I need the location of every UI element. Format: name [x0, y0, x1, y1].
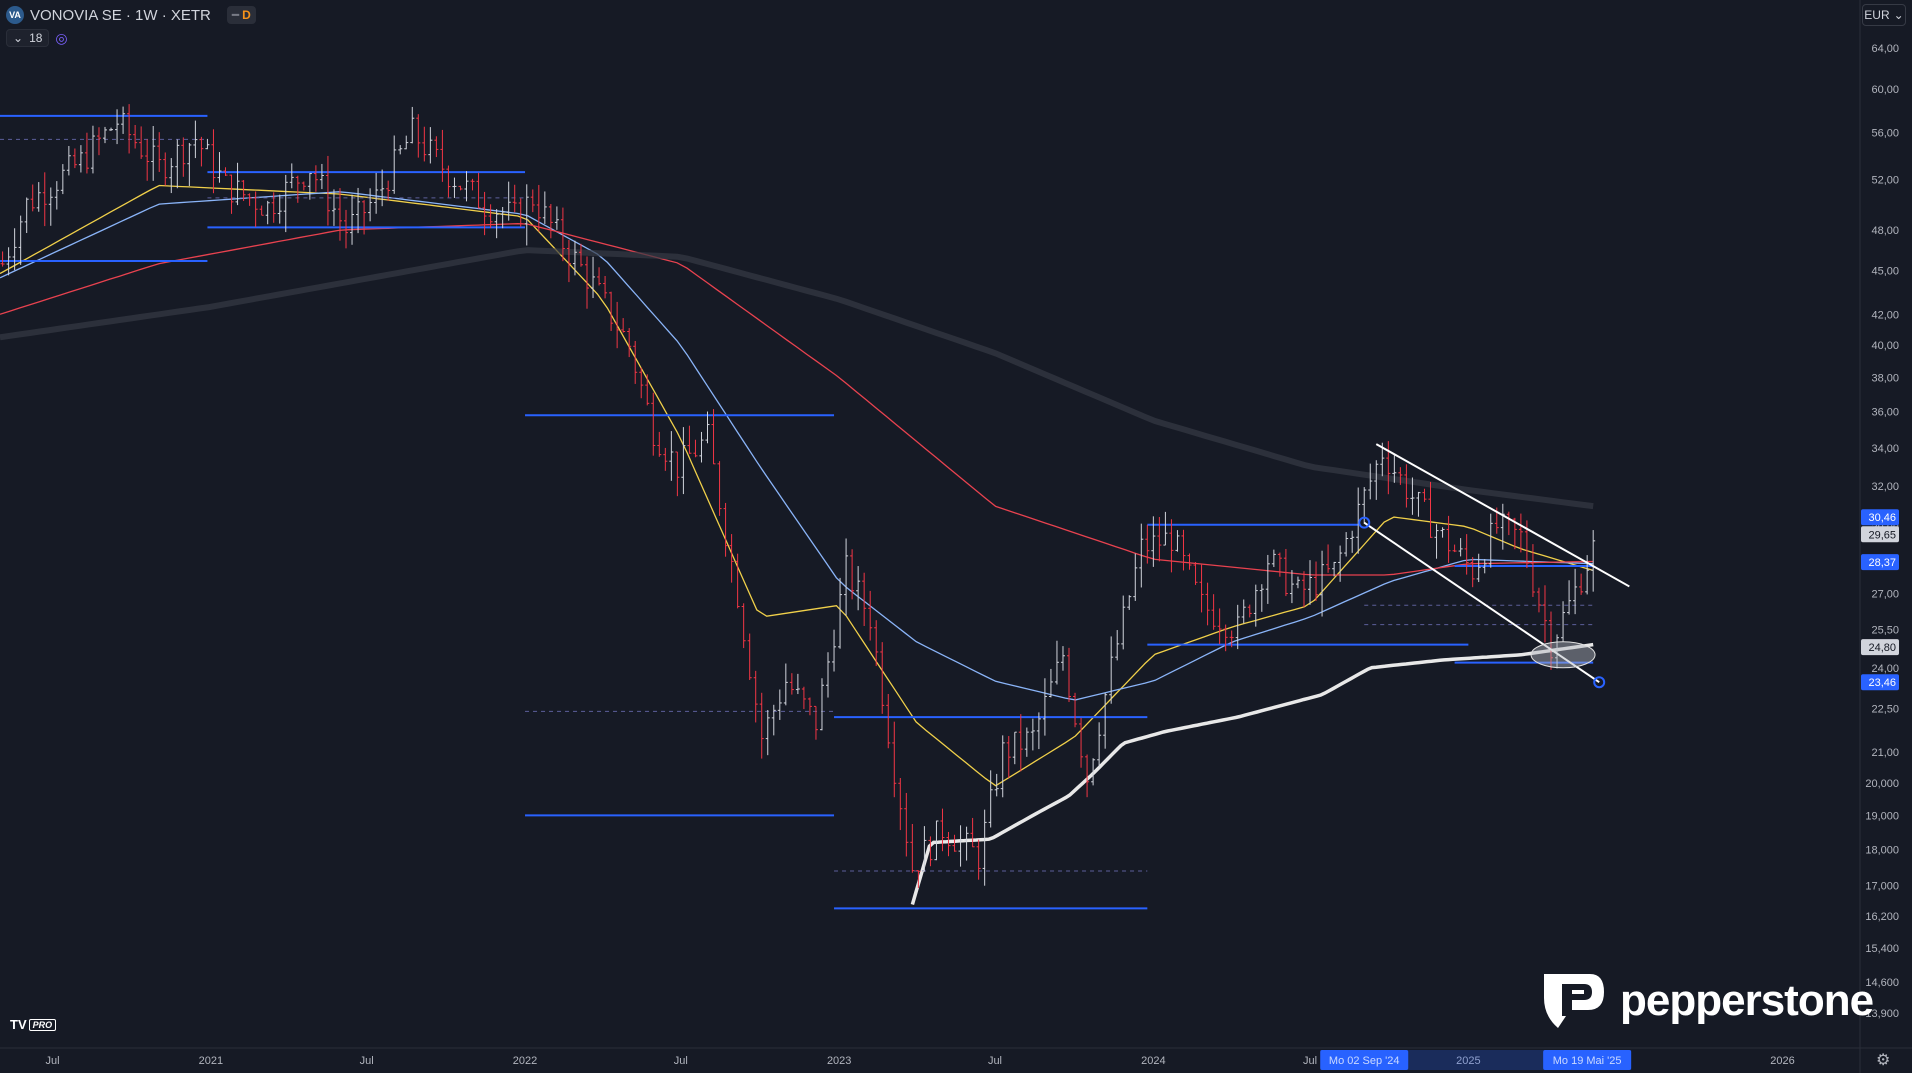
y-tick-label: 60,00 — [1871, 84, 1899, 96]
ma-line-sma_long — [0, 247, 1594, 510]
symbol-title[interactable]: VONOVIA SE · 1W · XETR — [30, 6, 211, 24]
indicators-toggle[interactable]: ⌄ 18 — [6, 29, 50, 47]
y-tick-label: 40,00 — [1871, 340, 1899, 352]
chevron-down-icon: ⌄ — [1893, 8, 1904, 22]
y-tick-label: 14,600 — [1865, 977, 1899, 989]
loading-icon: ◎ — [55, 29, 68, 46]
y-tick-label: 22,50 — [1871, 704, 1899, 716]
highlight-ellipse — [1530, 641, 1596, 669]
trend-line — [1375, 443, 1630, 588]
market-status-toggle[interactable]: ━ D — [226, 6, 256, 24]
trend-line — [1363, 521, 1600, 684]
x-tick-label: 2026 — [1770, 1055, 1794, 1067]
x-tick-label: Jul — [988, 1055, 1002, 1067]
y-tick-label: 16,200 — [1865, 911, 1899, 923]
y-tick-label: 34,00 — [1871, 443, 1899, 455]
y-tick-label: 13,900 — [1865, 1008, 1899, 1020]
brand-name: pepperstone — [1620, 976, 1874, 1025]
price-label: 29,65 — [1868, 529, 1896, 541]
currency-select[interactable]: EUR ⌄ — [1862, 4, 1906, 26]
x-tick-label: 2021 — [199, 1055, 223, 1067]
y-tick-label: 52,00 — [1871, 174, 1899, 186]
price-label-bg — [1861, 639, 1899, 656]
price-label: 28,37 — [1868, 557, 1896, 569]
moving-averages — [0, 184, 1594, 905]
currency-label: EUR — [1864, 8, 1890, 22]
ma-line-sma_slow — [0, 223, 1594, 576]
minus-icon: ━ — [231, 8, 240, 22]
y-tick-label: 17,000 — [1865, 881, 1899, 893]
ma-line-sma_mid — [0, 191, 1594, 701]
trend-handle — [1593, 676, 1606, 689]
settings-icon[interactable]: ⚙ — [1876, 1052, 1891, 1069]
y-tick-label: 45,00 — [1871, 266, 1899, 278]
y-tick-label: 15,400 — [1865, 943, 1899, 955]
x-tick-label: Jul — [45, 1055, 59, 1067]
x-tick-label: 2023 — [827, 1055, 851, 1067]
y-tick-label: 64,00 — [1871, 43, 1899, 55]
date-label: Mo 19 Mai '25 — [1553, 1055, 1622, 1067]
drawings — [1358, 443, 1630, 689]
pepperstone-mark-icon — [1544, 974, 1604, 1028]
chart-header: VA VONOVIA SE · 1W · XETR ━ D — [6, 4, 256, 26]
y-tick-label: 36,00 — [1871, 407, 1899, 419]
y-tick-label: 38,00 — [1871, 373, 1899, 385]
x-tick-label: 2022 — [513, 1055, 537, 1067]
price-label-bg — [1861, 674, 1899, 691]
indicator-count: 18 — [29, 31, 43, 45]
y-tick-label: 21,00 — [1871, 747, 1899, 759]
pro-badge: PRO — [28, 1018, 57, 1031]
y-tick-label: 32,00 — [1871, 481, 1899, 493]
axis-labels: 64,00 60,00 56,00 52,00 48,00 45,00 42,00 40,00… — [45, 43, 1899, 1070]
pepperstone-logo: pepperstone — [1538, 970, 1874, 1032]
price-label: 23,46 — [1868, 677, 1896, 689]
chevron-down-icon: ⌄ — [13, 31, 24, 45]
price-label: 24,80 — [1868, 642, 1896, 654]
symbol-logo: VA — [6, 6, 24, 24]
ma-line-sma_fast — [0, 184, 1594, 787]
date-label-bg — [1543, 1050, 1632, 1070]
date-label: Mo 02 Sep '24 — [1329, 1055, 1400, 1067]
tradingview-logo[interactable]: TV PRO — [10, 1017, 57, 1032]
y-tick-label: 24,00 — [1871, 663, 1899, 675]
y-tick-label: 48,00 — [1871, 225, 1899, 237]
x-tick-label: Jul — [674, 1055, 688, 1067]
anchored-vwap-line — [910, 642, 1594, 905]
y-tick-label: 19,000 — [1865, 810, 1899, 822]
x-tick-label: Jul — [1303, 1055, 1317, 1067]
indicator-row: ⌄ 18 ◎ — [6, 29, 68, 47]
y-tick-label: 42,00 — [1871, 309, 1899, 321]
price-label: 30,46 — [1868, 512, 1896, 524]
y-tick-label: 27,00 — [1871, 588, 1899, 600]
price-label-bg — [1861, 509, 1899, 526]
x-tick-label: 2024 — [1141, 1055, 1165, 1067]
x-tick-label: 2025 — [1456, 1055, 1480, 1067]
y-tick-label: 25,50 — [1871, 625, 1899, 637]
y-tick-label: 56,00 — [1871, 128, 1899, 140]
delayed-badge: D — [242, 8, 251, 22]
x-tick-label: Jul — [360, 1055, 374, 1067]
date-label-bg — [1320, 1050, 1409, 1070]
support-levels — [0, 114, 1594, 910]
y-tick-label: 20,000 — [1865, 778, 1899, 790]
y-tick-label: 18,000 — [1865, 845, 1899, 857]
tv-wordmark: TV — [10, 1017, 27, 1032]
price-label-bg — [1861, 554, 1899, 571]
price-label-bg — [1861, 526, 1899, 543]
candles — [0, 104, 1596, 889]
trend-handle — [1358, 516, 1371, 529]
date-range-highlight — [1320, 1050, 1632, 1070]
